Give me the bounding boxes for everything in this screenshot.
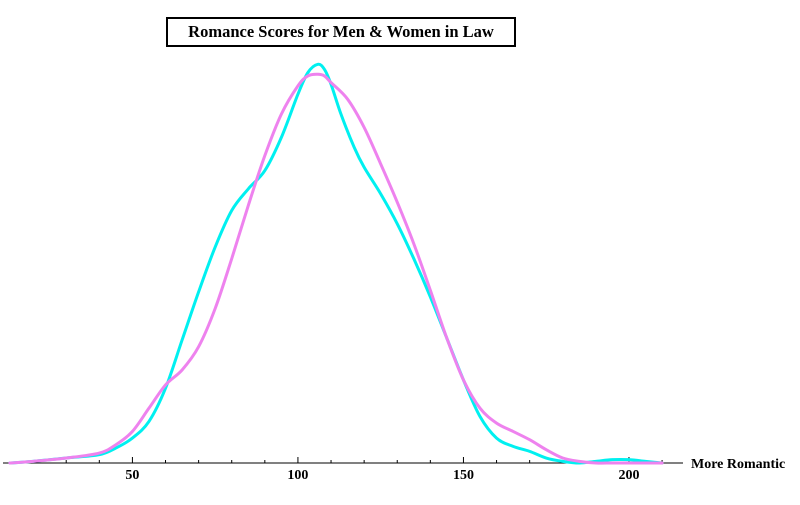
x-axis-label: More Romantic (691, 457, 785, 472)
x-tick-label: 50 (125, 468, 139, 483)
series-lines (8, 62, 664, 465)
x-tick-label: 100 (287, 468, 308, 483)
x-tick-label: 200 (618, 468, 639, 483)
x-axis: More Romantic (3, 457, 785, 472)
x-axis-ticks: 50 100 150 200 (32, 457, 663, 483)
series-line-2 (8, 72, 664, 465)
x-tick-label: 150 (453, 468, 474, 483)
chart-title: Romance Scores for Men & Women in Law (166, 17, 516, 47)
series-line-1 (8, 62, 664, 465)
